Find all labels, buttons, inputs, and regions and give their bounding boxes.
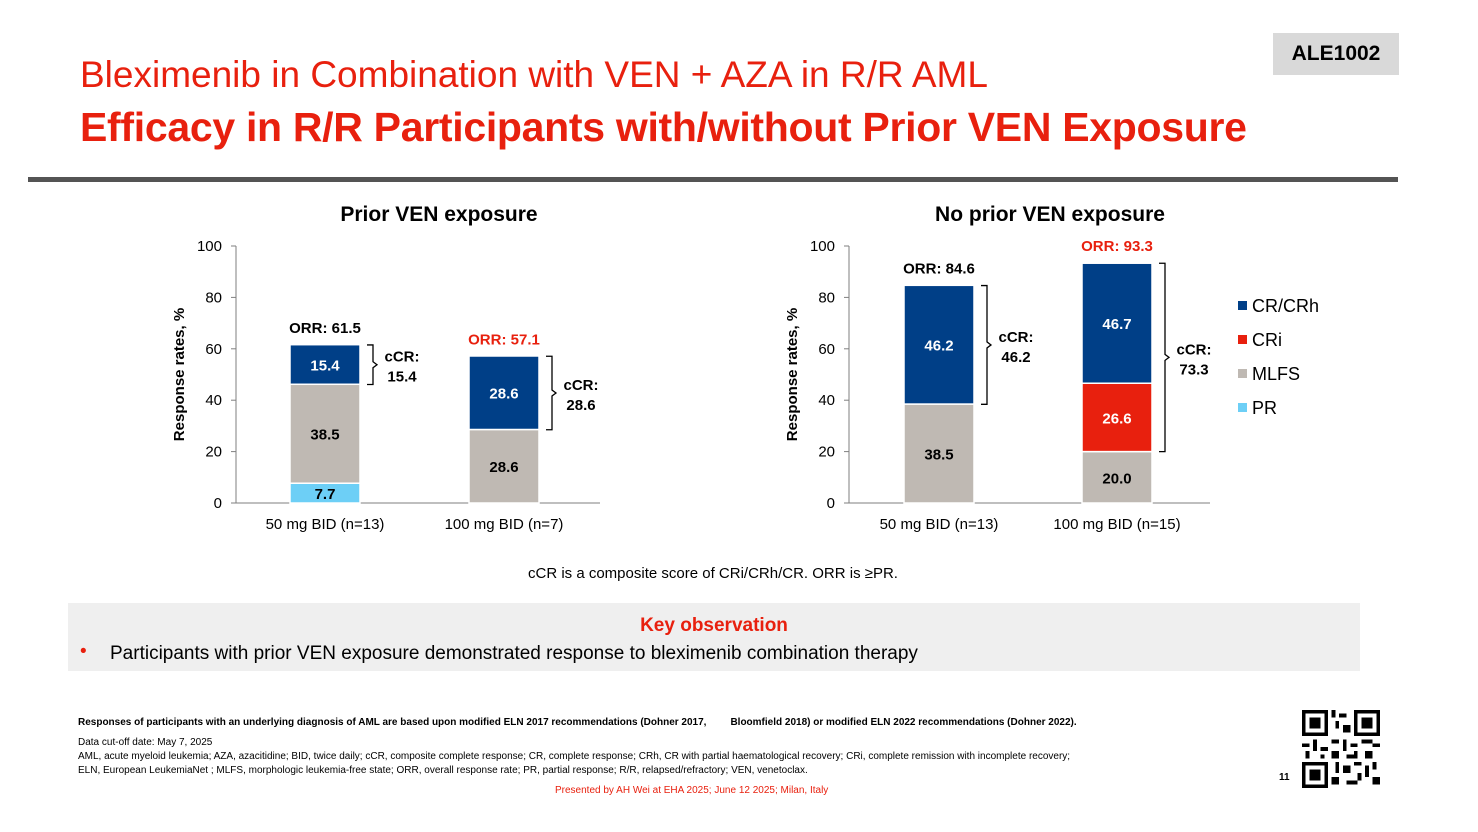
ccr-value: 15.4 <box>387 369 417 386</box>
bar-segment-mlfs <box>903 403 975 504</box>
y-tick-label: 0 <box>827 495 835 512</box>
legend-swatch-mlfs <box>1238 369 1247 378</box>
y-tick-label: 20 <box>818 444 835 461</box>
ccr-value: 46.2 <box>1001 349 1030 366</box>
footnote-cutoff: Data cut-off date: May 7, 2025 <box>78 737 213 748</box>
y-tick-label: 60 <box>205 341 222 358</box>
bullet-marker: • <box>80 641 87 662</box>
orr-label: ORR: 84.6 <box>903 261 975 278</box>
ccr-label: cCR: <box>998 329 1033 346</box>
bar-segment-mlfs <box>468 428 540 504</box>
response-rate-charts: Prior VEN exposure 0 20 40 60 80 100 Response r… <box>171 203 1319 533</box>
qr-code-icon[interactable] <box>1302 710 1380 788</box>
footnote-methods: Responses of participants with an underl… <box>78 717 1077 728</box>
orr-label: ORR: 61.5 <box>289 320 361 337</box>
data-label: 20.0 <box>1102 470 1131 487</box>
y-axis-label: Response rates, % <box>171 308 188 441</box>
orr-label: ORR: 93.3 <box>1081 238 1153 255</box>
y-tick-label: 100 <box>810 238 835 255</box>
x-tick-label: 50 mg BID (n=13) <box>880 516 999 533</box>
y-tick-label: 80 <box>205 289 222 306</box>
y-axis-label: Response rates, % <box>784 308 801 441</box>
ccr-label: cCR: <box>563 377 598 394</box>
x-tick-label: 100 mg BID (n=7) <box>445 516 564 533</box>
bar-segment-crcrh <box>468 355 540 431</box>
x-tick-label: 50 mg BID (n=13) <box>266 516 385 533</box>
key-observation-box: Key observation • Participants with prio… <box>68 603 1360 671</box>
footnote-abbreviations-2: ELN, European LeukemiaNet ; MLFS, morpho… <box>78 765 808 776</box>
key-observation-title: Key observation <box>640 615 788 636</box>
bar-segment-crcrh <box>289 343 361 386</box>
y-tick-label: 40 <box>818 392 835 409</box>
page-number: 11 <box>1279 772 1290 783</box>
data-label: 38.5 <box>310 427 339 444</box>
y-tick-label: 20 <box>205 444 222 461</box>
chart-title: No prior VEN exposure <box>935 203 1165 226</box>
legend-swatch-cri <box>1238 335 1247 344</box>
presented-by: Presented by AH Wei at EHA 2025; June 12… <box>555 785 829 796</box>
legend-swatch-crcrh <box>1238 301 1247 310</box>
chart-title: Prior VEN exposure <box>340 203 537 226</box>
slide-subtitle: Efficacy in R/R Participants with/withou… <box>80 104 1247 150</box>
y-tick-label: 60 <box>818 341 835 358</box>
ccr-bracket <box>367 344 379 386</box>
bar-segment-crcrh <box>1081 262 1153 384</box>
composite-note: cCR is a composite score of CRi/CRh/CR. … <box>528 565 898 582</box>
legend-label: CRi <box>1252 330 1282 350</box>
ccr-bracket <box>1159 262 1171 453</box>
data-label: 38.5 <box>924 447 953 464</box>
key-observation-text: Participants with prior VEN exposure dem… <box>110 643 918 664</box>
data-label: 46.2 <box>924 338 953 355</box>
ccr-value: 28.6 <box>566 397 595 414</box>
ccr-label: cCR: <box>1176 341 1211 358</box>
y-tick-label: 0 <box>214 495 222 512</box>
footnote-methods-part2: Bloomfield 2018) or modified ELN 2022 re… <box>730 717 1077 728</box>
bar-segment-mlfs <box>1081 450 1153 504</box>
y-tick-label: 80 <box>818 289 835 306</box>
bar-segment-crcrh <box>903 284 975 405</box>
slide-title: Bleximenib in Combination with VEN + AZA… <box>80 54 988 95</box>
legend-label: PR <box>1252 398 1277 418</box>
data-label: 28.6 <box>489 386 518 403</box>
header-divider <box>28 177 1398 182</box>
data-label: 26.6 <box>1102 410 1131 427</box>
legend-swatch-pr <box>1238 403 1247 412</box>
data-label: 15.4 <box>310 357 340 374</box>
ccr-bracket <box>546 355 558 431</box>
data-label: 46.7 <box>1102 316 1131 333</box>
orr-label: ORR: 57.1 <box>468 331 540 348</box>
footnote-methods-part1: Responses of participants with an underl… <box>78 717 707 728</box>
y-tick-label: 100 <box>197 238 222 255</box>
data-label: 7.7 <box>315 486 336 503</box>
ccr-value: 73.3 <box>1179 361 1208 378</box>
legend-label: CR/CRh <box>1252 296 1319 316</box>
ccr-bracket <box>981 284 993 405</box>
y-tick-label: 40 <box>205 392 222 409</box>
x-tick-label: 100 mg BID (n=15) <box>1053 516 1180 533</box>
legend-label: MLFS <box>1252 364 1300 384</box>
footnote-abbreviations-1: AML, acute myeloid leukemia; AZA, azacit… <box>78 751 1071 762</box>
study-badge: ALE1002 <box>1273 33 1399 75</box>
ccr-label: cCR: <box>384 349 419 366</box>
data-label: 28.6 <box>489 459 518 476</box>
bar-segment-mlfs <box>289 383 361 484</box>
